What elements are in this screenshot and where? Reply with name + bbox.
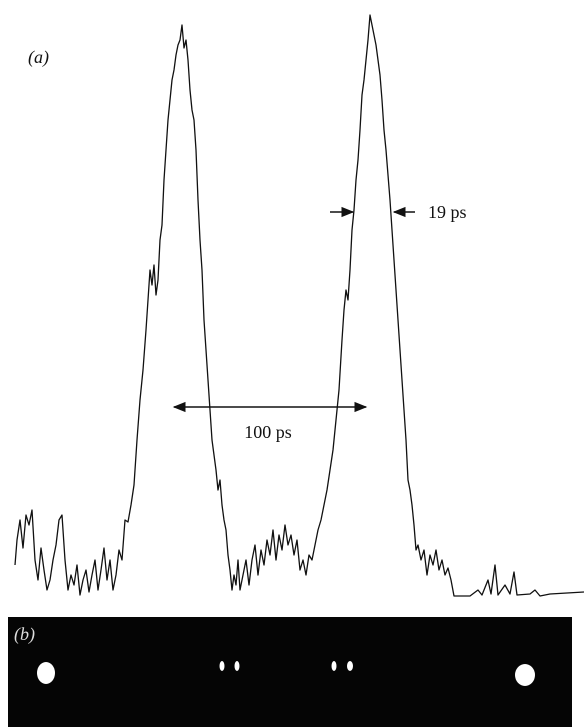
streak-image	[8, 617, 572, 727]
trace	[15, 15, 584, 596]
figure: (a) 100 ps 19 ps (b)	[0, 0, 584, 727]
panel-a-label: (a)	[28, 47, 49, 68]
panel-b-label: (b)	[14, 624, 35, 645]
page: (a) 100 ps 19 ps (b) (() => { const data…	[0, 0, 584, 727]
width-label: 19 ps	[428, 202, 467, 222]
separation-label: 100 ps	[244, 422, 292, 442]
